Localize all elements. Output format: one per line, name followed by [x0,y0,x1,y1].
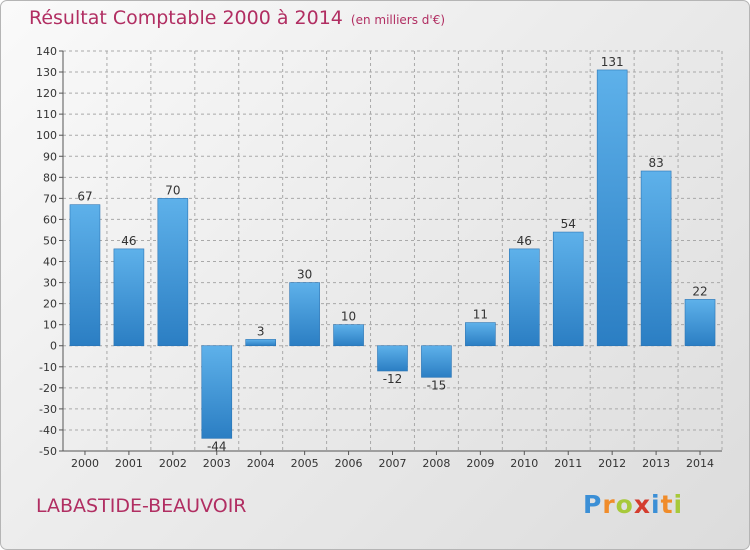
x-tick-label: 2001 [115,457,143,470]
bar [552,231,584,347]
x-tick-label: 2014 [686,457,714,470]
data-label: 131 [601,55,624,69]
data-label: 46 [517,234,532,248]
logo-letter: o [615,490,634,519]
chart-subtitle: (en milliers d'€) [350,13,446,27]
y-tick-label: -30 [39,403,57,416]
x-tick-label: 2007 [379,457,407,470]
logo-letter: P [583,490,603,519]
x-tick-label: 2005 [291,457,319,470]
chart-title-block: Résultat Comptable 2000 à 2014 (en millie… [29,7,445,29]
y-tick-label: 140 [36,45,57,58]
bar [245,339,276,347]
data-label: 30 [297,268,312,282]
y-tick-label: 60 [43,213,57,226]
x-tick-label: 2008 [422,457,450,470]
logo-letter: i [673,490,684,519]
y-tick-label: -10 [39,361,57,374]
y-tick-label: -40 [39,424,57,437]
bar [113,248,145,347]
x-tick-label: 2009 [466,457,494,470]
x-tick-label: 2004 [247,457,275,470]
x-tick-label: 2002 [159,457,187,470]
x-tick-label: 2010 [510,457,538,470]
bar [289,282,320,347]
bar [421,345,452,378]
data-label: -15 [427,378,447,392]
y-tick-label: 30 [43,277,57,290]
x-tick-label: 2003 [203,457,231,470]
y-tick-label: 10 [43,319,57,332]
bar [157,198,189,347]
y-tick-label: 40 [43,256,57,269]
logo-letter: i [651,490,661,519]
bar [201,345,233,439]
data-label: 11 [473,308,488,322]
bar [596,69,628,347]
data-label: 70 [165,183,180,197]
y-tick-label: 90 [43,150,57,163]
data-label: 54 [561,217,576,231]
data-label: -44 [207,439,227,453]
data-label: 46 [121,234,136,248]
chart-title: Résultat Comptable 2000 à 2014 [29,7,343,29]
y-tick-label: 50 [43,234,57,247]
y-tick-label: -50 [39,445,57,458]
data-label: 22 [692,284,707,298]
data-label: 67 [77,190,92,204]
y-tick-label: 80 [43,171,57,184]
y-tick-label: 120 [36,87,57,100]
y-tick-label: 110 [36,108,57,121]
x-tick-label: 2000 [71,457,99,470]
bar [377,345,408,372]
y-tick-label: 130 [36,66,57,79]
y-tick-label: 20 [43,298,57,311]
y-tick-label: 100 [36,129,57,142]
y-tick-label: 0 [50,340,57,353]
x-tick-label: 2006 [335,457,363,470]
bar [69,204,101,347]
bar [333,324,364,347]
bar [465,322,496,347]
logo-letter: x [633,490,651,519]
bar [508,248,540,347]
bar [640,170,672,347]
y-tick-label: 70 [43,192,57,205]
data-label: 83 [648,156,663,170]
proxiti-logo[interactable]: Proxiti [583,490,683,519]
bar [684,299,716,347]
y-tick-label: -20 [39,382,57,395]
x-tick-label: 2012 [598,457,626,470]
logo-letter: r [602,490,616,519]
location-label: LABASTIDE-BEAUVOIR [36,495,247,517]
x-tick-label: 2011 [554,457,582,470]
logo-letter: t [660,490,674,519]
data-label: -12 [383,372,403,386]
data-label: 3 [257,324,265,338]
x-tick-label: 2013 [642,457,670,470]
data-label: 10 [341,310,356,324]
